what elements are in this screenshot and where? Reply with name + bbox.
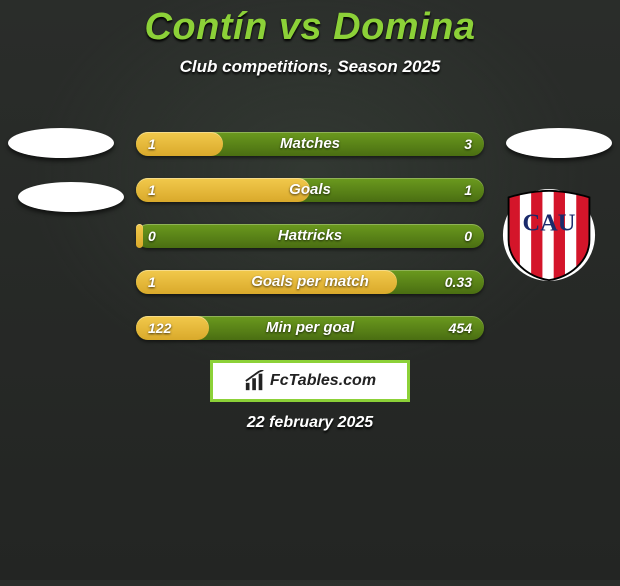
club-crest: CAU: [502, 188, 596, 282]
player-left-avatar-2: [18, 182, 124, 212]
stat-bar-min-per-goal: 122Min per goal454: [136, 316, 484, 340]
chart-icon: [244, 370, 266, 392]
stat-value-right: 0.33: [445, 270, 472, 294]
stat-label: Min per goal: [136, 316, 484, 340]
stat-bar-goals-per-match: 1Goals per match0.33: [136, 270, 484, 294]
brand-label: FcTables.com: [270, 372, 376, 390]
stat-bar-goals: 1Goals1: [136, 178, 484, 202]
stat-label: Goals per match: [136, 270, 484, 294]
crest-letters: CAU: [523, 209, 576, 236]
stat-label: Matches: [136, 132, 484, 156]
stat-bar-matches: 1Matches3: [136, 132, 484, 156]
comparison-title: Contín vs Domina: [0, 6, 620, 49]
stat-value-right: 1: [464, 178, 472, 202]
player-left-avatar-1: [8, 128, 114, 158]
stat-value-right: 454: [449, 316, 472, 340]
stat-bars: 1Matches31Goals10Hattricks01Goals per ma…: [136, 132, 484, 362]
brand-box[interactable]: FcTables.com: [210, 360, 410, 402]
stat-label: Goals: [136, 178, 484, 202]
stat-label: Hattricks: [136, 224, 484, 248]
player-right-avatar: [506, 128, 612, 158]
stat-bar-hattricks: 0Hattricks0: [136, 224, 484, 248]
stat-value-right: 0: [464, 224, 472, 248]
comparison-subtitle: Club competitions, Season 2025: [0, 57, 620, 77]
snapshot-date: 22 february 2025: [0, 414, 620, 432]
stat-value-right: 3: [464, 132, 472, 156]
